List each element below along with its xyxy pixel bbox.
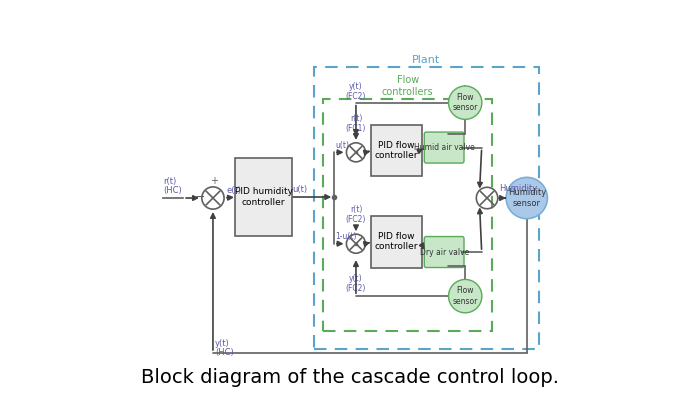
Text: e(t): e(t) <box>226 186 241 195</box>
Text: Dry air valve: Dry air valve <box>419 248 469 256</box>
Text: y(t): y(t) <box>215 339 230 348</box>
FancyBboxPatch shape <box>371 124 422 176</box>
FancyBboxPatch shape <box>424 132 464 163</box>
Text: PID flow
controller: PID flow controller <box>374 232 418 252</box>
Circle shape <box>449 280 482 313</box>
Text: (FC1): (FC1) <box>346 124 366 133</box>
Text: Block diagram of the cascade control loop.: Block diagram of the cascade control loo… <box>141 368 559 388</box>
Text: u(t): u(t) <box>335 140 349 150</box>
Text: r(t): r(t) <box>350 205 362 214</box>
Text: Humid air valve: Humid air valve <box>414 143 475 152</box>
Text: Flow
controllers: Flow controllers <box>382 75 433 97</box>
Text: PID humidity
controller: PID humidity controller <box>234 187 293 207</box>
Text: Flow
sensor: Flow sensor <box>452 286 478 306</box>
Text: (FC2): (FC2) <box>346 92 366 101</box>
Text: PID flow
controller: PID flow controller <box>374 141 418 160</box>
Text: y(t): y(t) <box>349 82 363 91</box>
Text: (HC): (HC) <box>215 348 234 357</box>
Text: +: + <box>210 176 218 186</box>
Text: y(t): y(t) <box>349 274 363 283</box>
Text: u(t): u(t) <box>293 185 307 194</box>
Text: 1-u(t): 1-u(t) <box>335 232 356 241</box>
Text: (FC2): (FC2) <box>346 215 366 224</box>
Text: r(t): r(t) <box>163 177 176 186</box>
Text: (FC2): (FC2) <box>346 284 366 293</box>
Text: Humidity
sensor: Humidity sensor <box>508 188 546 208</box>
Text: Plant: Plant <box>412 55 440 65</box>
FancyBboxPatch shape <box>234 158 293 236</box>
Text: r(t): r(t) <box>350 114 362 123</box>
Text: −: − <box>195 191 205 204</box>
Text: (HC): (HC) <box>163 186 182 195</box>
FancyBboxPatch shape <box>424 236 464 268</box>
FancyBboxPatch shape <box>371 216 422 268</box>
Circle shape <box>506 177 547 219</box>
Text: Humidity: Humidity <box>499 184 537 193</box>
Circle shape <box>449 86 482 119</box>
Text: Flow
sensor: Flow sensor <box>452 93 478 112</box>
